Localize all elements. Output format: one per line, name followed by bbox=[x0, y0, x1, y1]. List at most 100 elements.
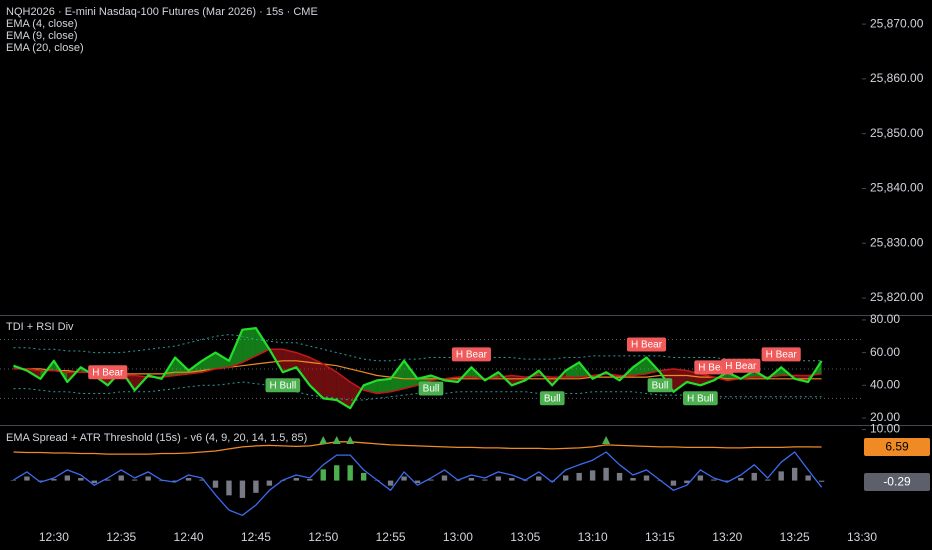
x-tick-label: 13:10 bbox=[578, 530, 608, 544]
histogram-bar bbox=[334, 465, 340, 481]
y-tick-label: 25,830.00 bbox=[870, 235, 924, 249]
cloud bbox=[390, 360, 405, 392]
histogram-bar bbox=[751, 472, 757, 481]
histogram-bar bbox=[131, 479, 138, 481]
histogram-bar bbox=[347, 465, 353, 481]
histogram-bar bbox=[522, 480, 528, 482]
histogram-bar bbox=[697, 475, 704, 481]
histogram-bar bbox=[253, 480, 259, 493]
last-value-label: 6.59 bbox=[885, 440, 909, 454]
signal-label-box bbox=[683, 391, 718, 406]
histogram-bar bbox=[24, 476, 30, 481]
y-tick-label: 25,850.00 bbox=[870, 126, 924, 140]
signal-label-text: H Bear bbox=[92, 367, 124, 378]
signal-label: Bull bbox=[418, 381, 444, 396]
signal-label-box bbox=[761, 347, 801, 362]
signal-label: Bull bbox=[647, 378, 673, 393]
histogram-bar bbox=[266, 480, 273, 486]
signal-label-text: H Bull bbox=[270, 380, 297, 391]
signal-label: H Bear bbox=[88, 365, 128, 380]
cloud bbox=[242, 328, 256, 363]
histogram-bar bbox=[536, 476, 542, 481]
x-tick-label: 13:00 bbox=[443, 530, 473, 544]
signal-label-box bbox=[265, 378, 301, 393]
histogram-bar bbox=[118, 475, 124, 481]
histogram-bar bbox=[37, 480, 44, 482]
histogram-bar bbox=[387, 480, 394, 486]
y-tick-label: 25,820.00 bbox=[870, 290, 924, 304]
x-tick-label: 13:05 bbox=[510, 530, 540, 544]
histogram-bar bbox=[509, 478, 515, 481]
signal-label-text: H Bear bbox=[725, 361, 757, 372]
histogram-bar bbox=[455, 480, 461, 482]
histogram-bar bbox=[724, 480, 731, 482]
histogram-bar bbox=[51, 479, 57, 481]
histogram-bar bbox=[482, 479, 488, 481]
signal-label: H Bear bbox=[451, 347, 491, 362]
histogram-bar bbox=[307, 479, 313, 481]
x-tick-label: 12:45 bbox=[241, 530, 271, 544]
histogram-bar bbox=[172, 480, 178, 482]
signal-label: Bull bbox=[539, 391, 565, 406]
histogram-bar bbox=[670, 480, 677, 486]
histogram-bar bbox=[778, 471, 784, 481]
signal-label-text: H Bear bbox=[766, 349, 798, 360]
histogram-bar bbox=[239, 480, 246, 498]
last-value-box bbox=[864, 473, 930, 492]
pane-title: TDI + RSI Div bbox=[6, 321, 74, 333]
histogram-bar bbox=[562, 475, 569, 481]
y-tick-label: 25,870.00 bbox=[870, 16, 924, 30]
histogram-bar bbox=[818, 480, 825, 483]
cloud bbox=[511, 375, 526, 386]
y-tick-label: 60.00 bbox=[870, 345, 900, 359]
signal-label-box bbox=[418, 381, 444, 396]
x-tick-label: 13:15 bbox=[645, 530, 675, 544]
histogram-bar bbox=[589, 470, 596, 481]
histogram-bar bbox=[414, 480, 421, 484]
histogram-bar bbox=[78, 478, 84, 481]
signal-marker bbox=[346, 436, 355, 444]
histogram-bar bbox=[495, 476, 502, 481]
series-line bbox=[13, 327, 823, 410]
histogram-bar bbox=[765, 479, 771, 481]
histogram-bar bbox=[212, 480, 219, 488]
histogram-bar bbox=[468, 478, 475, 481]
histogram-bar bbox=[199, 479, 205, 481]
x-tick-label: 13:20 bbox=[712, 530, 742, 544]
signal-label: H Bear bbox=[721, 358, 761, 373]
histogram-bar bbox=[711, 479, 717, 481]
signal-label-text: Bull bbox=[652, 380, 669, 391]
signal-label-box bbox=[626, 337, 667, 352]
cloud bbox=[202, 352, 216, 373]
signal-label-box bbox=[539, 391, 565, 406]
signal-label-text: H Bear bbox=[698, 363, 730, 374]
signal-label: H Bear bbox=[761, 347, 801, 362]
x-tick-label: 12:50 bbox=[308, 530, 338, 544]
histogram-bar bbox=[738, 478, 744, 481]
histogram-bar bbox=[684, 480, 690, 484]
signal-label: H Bear bbox=[626, 337, 667, 352]
histogram-bar bbox=[64, 475, 71, 481]
cloud bbox=[673, 368, 687, 392]
cloud bbox=[565, 362, 580, 378]
histogram-bar bbox=[576, 472, 582, 481]
y-tick-label: 20.00 bbox=[870, 410, 900, 424]
histogram-bar bbox=[603, 467, 609, 481]
histogram-bar bbox=[630, 478, 636, 481]
x-tick-label: 13:25 bbox=[780, 530, 810, 544]
histogram-bar bbox=[226, 480, 232, 496]
signal-marker bbox=[332, 436, 341, 444]
histogram-bar bbox=[158, 480, 165, 482]
signal-marker bbox=[602, 436, 611, 444]
signal-label-text: Bull bbox=[544, 393, 561, 404]
signal-label-box bbox=[88, 365, 128, 380]
symbol-title: NQH2026 · E-mini Nasdaq-100 Futures (Mar… bbox=[6, 6, 318, 18]
histogram-bar bbox=[805, 475, 811, 481]
indicator-legend: EMA (9, close) bbox=[6, 30, 78, 42]
cloud bbox=[377, 378, 391, 394]
histogram-bar bbox=[145, 476, 151, 481]
histogram-bar bbox=[360, 472, 367, 481]
histogram-bar bbox=[616, 472, 623, 481]
